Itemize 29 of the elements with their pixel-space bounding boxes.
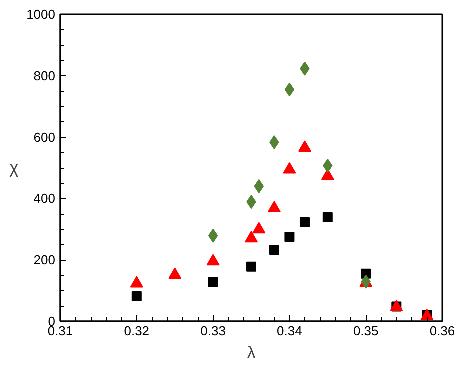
x-tick-label: 0.32 (124, 324, 150, 338)
y-tick-label: 600 (34, 130, 56, 145)
point (208, 277, 218, 288)
x-tick-label: 0.33 (200, 324, 226, 338)
point (268, 201, 281, 212)
point (283, 162, 296, 174)
point (208, 228, 218, 243)
point (132, 291, 142, 302)
y-tick-label: 800 (34, 68, 56, 84)
x-axis-title: λ (247, 344, 256, 362)
point (284, 82, 295, 97)
point (245, 231, 258, 243)
point (246, 262, 256, 272)
x-tick-label: 0.35 (353, 324, 379, 338)
point (284, 232, 295, 242)
point (298, 140, 312, 152)
y-tick-label: 400 (34, 191, 56, 206)
x-tick-label: 0.34 (277, 324, 302, 338)
y-axis-title: χ (10, 158, 19, 178)
x-tick-label: 0.36 (430, 324, 456, 338)
point (322, 212, 333, 222)
point (252, 222, 266, 234)
point (130, 276, 144, 288)
point (269, 244, 280, 255)
point (206, 254, 220, 266)
point (300, 217, 310, 228)
y-tick-label: 200 (34, 252, 56, 268)
y-tick-label: 1000 (26, 7, 56, 22)
point (168, 268, 182, 280)
